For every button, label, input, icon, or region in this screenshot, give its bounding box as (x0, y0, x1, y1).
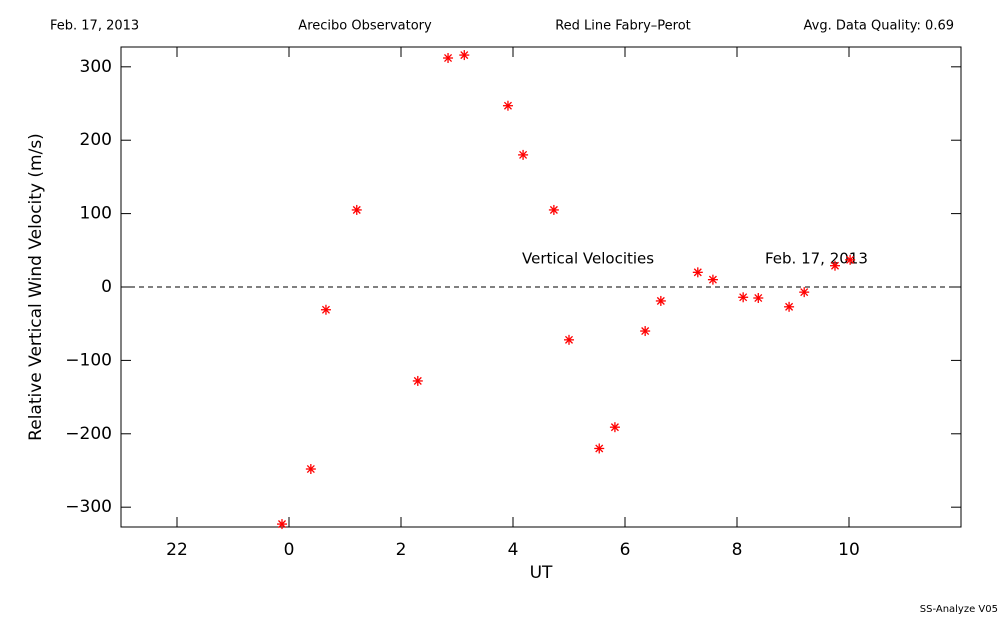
data-point (655, 295, 666, 306)
data-point (518, 149, 529, 160)
footer: SS-Analyze V05 (920, 604, 998, 615)
x-tick-label: 0 (284, 540, 295, 560)
asterisk-stroke (444, 53, 453, 63)
y-tick-label: 300 (80, 57, 112, 77)
data-point (692, 267, 703, 278)
data-point (594, 443, 605, 454)
asterisk-stroke (413, 376, 422, 385)
y-axis-label: Relative Vertical Wind Velocity (m/s) (26, 133, 46, 441)
asterisk-stroke (549, 205, 558, 214)
asterisk-stroke (306, 465, 315, 474)
asterisk-stroke (321, 305, 330, 314)
data-point (351, 204, 362, 215)
x-axis-label: UT (530, 563, 553, 583)
asterisk-stroke (352, 205, 361, 214)
header-quality: Avg. Data Quality: 0.69 (804, 19, 954, 34)
asterisk-stroke (641, 327, 650, 336)
data-point (305, 464, 316, 475)
data-point (707, 274, 718, 285)
header-instrument: Red Line Fabry–Perot (555, 19, 691, 34)
data-point (830, 260, 840, 271)
x-tick-label: 22 (166, 540, 188, 560)
data-point (564, 334, 574, 345)
asterisk-stroke (830, 261, 840, 270)
asterisk-stroke (519, 150, 528, 159)
asterisk-stroke (846, 255, 855, 264)
asterisk-stroke (708, 275, 717, 284)
data-point (799, 287, 810, 298)
asterisk-stroke (693, 268, 702, 277)
x-tick-label: 8 (732, 540, 743, 560)
data-point (609, 422, 620, 433)
data-point (502, 100, 513, 111)
y-tick-label: −100 (65, 350, 112, 370)
data-point (753, 293, 764, 304)
data-point (784, 301, 795, 312)
asterisk-stroke (460, 51, 469, 60)
y-tick-label: 0 (101, 277, 112, 297)
y-tick-label: −200 (65, 424, 112, 444)
header-site: Arecibo Observatory (298, 19, 432, 34)
data-point (412, 375, 423, 386)
asterisk-stroke (800, 288, 809, 297)
asterisk-stroke (277, 520, 287, 529)
asterisk-stroke (610, 423, 619, 432)
data-point (640, 326, 651, 337)
data-point (548, 204, 559, 215)
asterisk-stroke (595, 444, 604, 453)
data-point (738, 292, 749, 303)
annotation: Vertical Velocities (522, 250, 654, 268)
asterisk-stroke (656, 296, 665, 305)
asterisk-stroke (503, 101, 512, 110)
y-tick-label: 100 (80, 204, 112, 224)
asterisk-stroke (739, 293, 748, 302)
x-tick-label: 10 (838, 540, 860, 560)
asterisk-stroke (785, 302, 794, 311)
x-tick-label: 2 (396, 540, 407, 560)
data-point (320, 304, 331, 315)
header-date: Feb. 17, 2013 (50, 19, 139, 34)
data-point (459, 50, 470, 61)
asterisk-stroke (564, 335, 574, 344)
x-tick-label: 6 (620, 540, 631, 560)
y-tick-label: −300 (65, 497, 112, 517)
y-tick-label: 200 (80, 130, 112, 150)
x-tick-label: 4 (508, 540, 519, 560)
data-point (277, 519, 287, 530)
data-point (845, 254, 856, 265)
annotation: Feb. 17, 2013 (765, 250, 868, 268)
asterisk-stroke (754, 293, 763, 303)
data-point (443, 53, 454, 64)
